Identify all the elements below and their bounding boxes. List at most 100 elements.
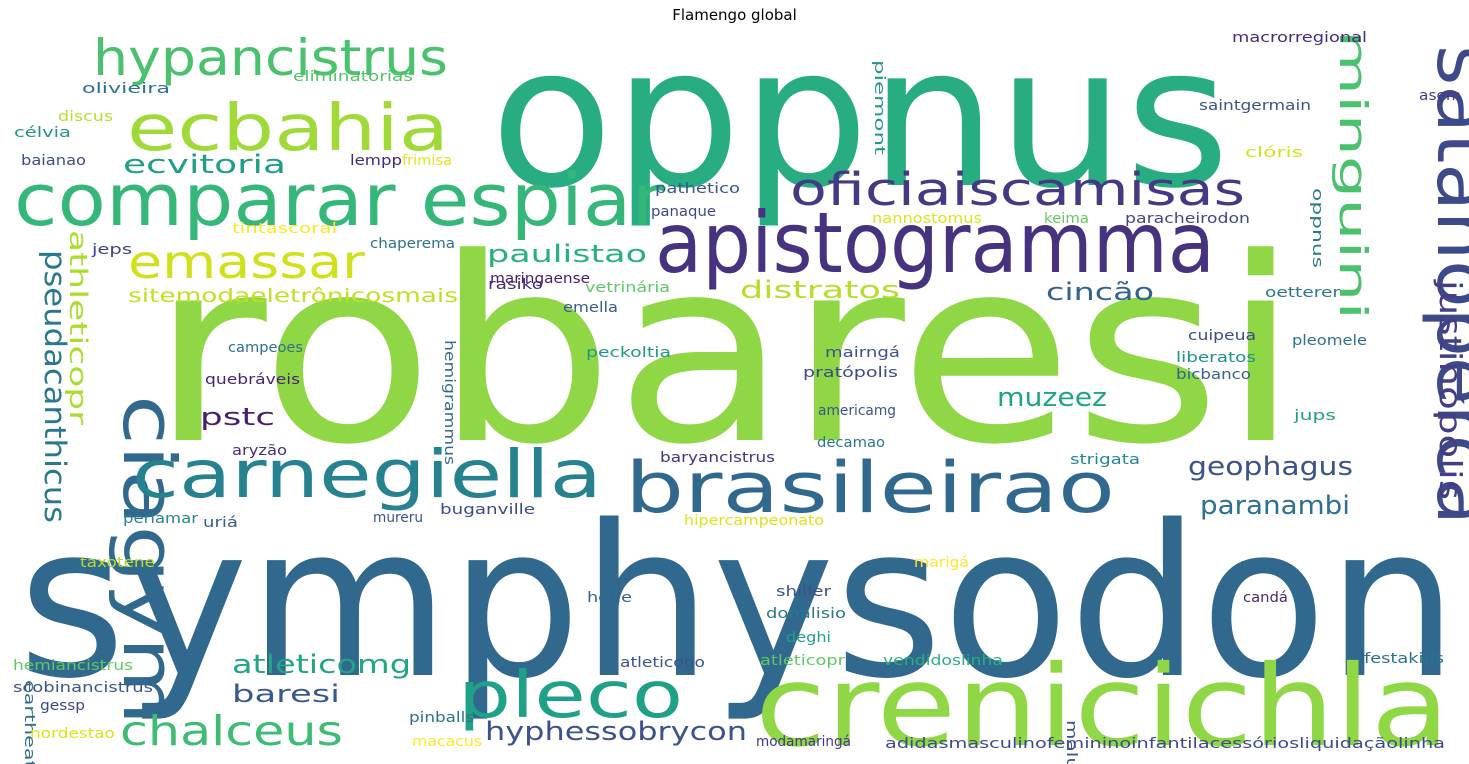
word-91: gessp xyxy=(40,698,85,714)
word-61: peckoltia xyxy=(586,345,671,361)
word-57: clóris xyxy=(1245,145,1303,161)
word-14: emassar xyxy=(128,235,365,289)
word-73: strigata xyxy=(1070,452,1140,468)
word-51: oppnus xyxy=(1309,188,1325,268)
word-64: americamg xyxy=(818,403,896,419)
word-58: campeoes xyxy=(228,340,303,356)
word-40: jeps xyxy=(91,242,132,258)
word-94: atleticopr xyxy=(760,653,845,669)
word-79: taxotene xyxy=(80,555,155,571)
word-2: oppnus xyxy=(490,4,1230,231)
word-12: hypancistrus xyxy=(93,29,448,87)
word-26: distratos xyxy=(740,276,900,304)
word-78: hipercampeonato xyxy=(684,513,824,529)
word-41: chaperema xyxy=(370,236,455,252)
word-97: macacus xyxy=(412,734,482,750)
word-21: hyphessobrycon xyxy=(485,717,747,747)
word-46: vetrinária xyxy=(585,280,670,296)
word-31: sitemodaeletrônicosmais xyxy=(128,285,458,307)
word-34: discus xyxy=(58,109,113,125)
word-62: mairngá xyxy=(825,345,900,361)
word-7: brasileirao xyxy=(625,447,1115,529)
word-92: nordestao xyxy=(30,726,115,742)
word-9: carnegiella xyxy=(132,436,602,513)
word-27: paulistao xyxy=(487,240,647,268)
word-3: crenicichla xyxy=(755,642,1450,764)
word-22: muzeez xyxy=(997,383,1107,413)
word-10: ecbahia xyxy=(127,92,449,166)
word-99: adidasmasculinofemininoinfantilacessório… xyxy=(885,736,1445,752)
word-74: perlamar xyxy=(123,511,198,527)
word-4: apistogramma xyxy=(655,194,1215,292)
word-18: pseudacanthicus xyxy=(38,250,72,523)
word-1: symphysodon xyxy=(18,480,1458,725)
word-48: nannostomus xyxy=(872,211,982,227)
word-83: shiller xyxy=(776,584,831,600)
word-32: olivieira xyxy=(82,81,170,97)
word-45: maringaense xyxy=(490,271,590,287)
word-95: vendidoslinha xyxy=(883,653,1003,669)
word-44: rasiko xyxy=(488,277,543,293)
word-15: minguini xyxy=(1331,30,1375,320)
word-76: mureru xyxy=(373,510,423,526)
word-70: aryzão xyxy=(232,443,287,459)
word-82: horle xyxy=(587,590,632,606)
word-8: ciagym xyxy=(107,395,191,725)
word-0: robaresi xyxy=(150,204,1300,501)
word-98: modamaringá xyxy=(756,734,851,750)
word-28: cincão xyxy=(1046,278,1154,306)
word-5: satanoperca xyxy=(1420,45,1469,525)
word-35: célvia xyxy=(14,125,71,141)
word-25: athleticopr xyxy=(64,230,92,425)
word-37: lempp xyxy=(350,153,402,169)
word-68: pleomele xyxy=(1292,333,1367,349)
word-36: baianao xyxy=(21,153,86,169)
word-30: pstc xyxy=(200,403,275,431)
word-86: candá xyxy=(1243,590,1288,606)
chart-title: Flamengo global xyxy=(672,6,797,24)
word-87: malucelli xyxy=(1063,720,1079,764)
word-16: chalceus xyxy=(120,707,343,755)
word-20: atleticomg xyxy=(232,650,411,680)
word-90: scobinancistrus xyxy=(13,680,153,696)
word-77: buganville xyxy=(440,502,535,518)
word-42: pathetico xyxy=(655,181,740,197)
word-13: oficiaiscamisas xyxy=(790,163,1245,216)
word-53: piemont xyxy=(871,60,887,156)
word-65: cuipeua xyxy=(1188,328,1256,344)
word-55: saintgermain xyxy=(1199,98,1311,114)
word-49: keima xyxy=(1044,211,1089,227)
word-43: panaque xyxy=(651,204,716,220)
word-89: hemiancistrus xyxy=(13,658,133,674)
word-39: tintascoral xyxy=(232,221,337,237)
word-24: paranambi xyxy=(1200,491,1350,521)
word-85: deghi xyxy=(786,630,831,646)
word-69: jups xyxy=(1293,408,1336,424)
word-29: baresi xyxy=(232,680,340,708)
word-56: asem xyxy=(1419,88,1461,104)
word-66: liberatos xyxy=(1176,350,1256,366)
word-84: donalisio xyxy=(766,606,846,622)
word-67: bicbanco xyxy=(1176,367,1251,383)
word-80: marigá xyxy=(914,555,969,571)
word-59: quebráveis xyxy=(205,372,300,388)
word-50: paracheirodon xyxy=(1125,211,1250,227)
word-96: pinballs xyxy=(409,710,474,726)
word-19: ecvitoria xyxy=(123,150,286,180)
word-17: justinópolis xyxy=(1432,279,1467,500)
word-88: festakids xyxy=(1364,651,1444,667)
word-52: oetterer xyxy=(1265,285,1340,301)
word-72: baryancistrus xyxy=(660,450,775,466)
word-71: decamao xyxy=(817,435,885,451)
word-11: pleco xyxy=(458,659,683,733)
word-81: eartheater xyxy=(21,680,37,764)
word-63: pratópolis xyxy=(803,365,898,381)
word-75: uriá xyxy=(203,515,238,531)
word-47: emella xyxy=(563,300,618,316)
word-93: atleticogo xyxy=(620,655,705,671)
word-60: hemigrammus xyxy=(441,340,457,465)
word-23: geophagus xyxy=(1188,452,1353,482)
word-6: comparar espiar xyxy=(14,158,664,242)
word-33: eliminatorias xyxy=(293,69,413,85)
